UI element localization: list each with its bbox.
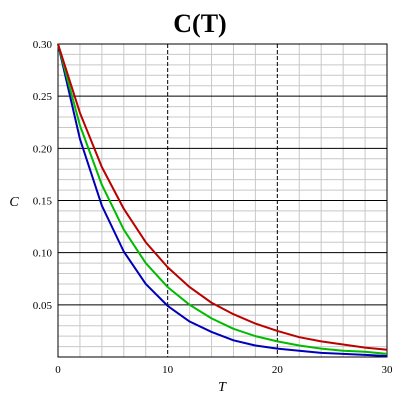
series-line-3	[57, 43, 388, 351]
y-tick-label: 0.10	[33, 248, 53, 260]
y-axis-label: C	[9, 195, 19, 210]
y-tick-labels: 0.05 0.10 0.15 0.20 0.25 0.30	[33, 39, 53, 312]
series-group	[57, 43, 388, 357]
y-tick-label: 0.25	[33, 91, 53, 103]
x-tick-label: 0	[55, 364, 61, 376]
x-tick-label: 20	[272, 364, 284, 376]
x-tick-label: 10	[162, 364, 174, 376]
chart-title: C(T)	[173, 9, 226, 38]
y-tick-label: 0.15	[33, 196, 53, 208]
y-tick-label: 0.20	[33, 143, 53, 155]
x-tick-label: 30	[382, 364, 394, 376]
x-tick-labels: 0 10 20 30	[55, 364, 393, 376]
series-line-1	[57, 43, 388, 357]
plot-frame	[57, 43, 388, 358]
y-tick-label: 0.05	[33, 300, 53, 312]
y-tick-label: 0.30	[33, 39, 53, 51]
series-line-2	[57, 43, 388, 355]
major-grid	[58, 44, 387, 357]
x-axis-label: T	[218, 380, 227, 395]
